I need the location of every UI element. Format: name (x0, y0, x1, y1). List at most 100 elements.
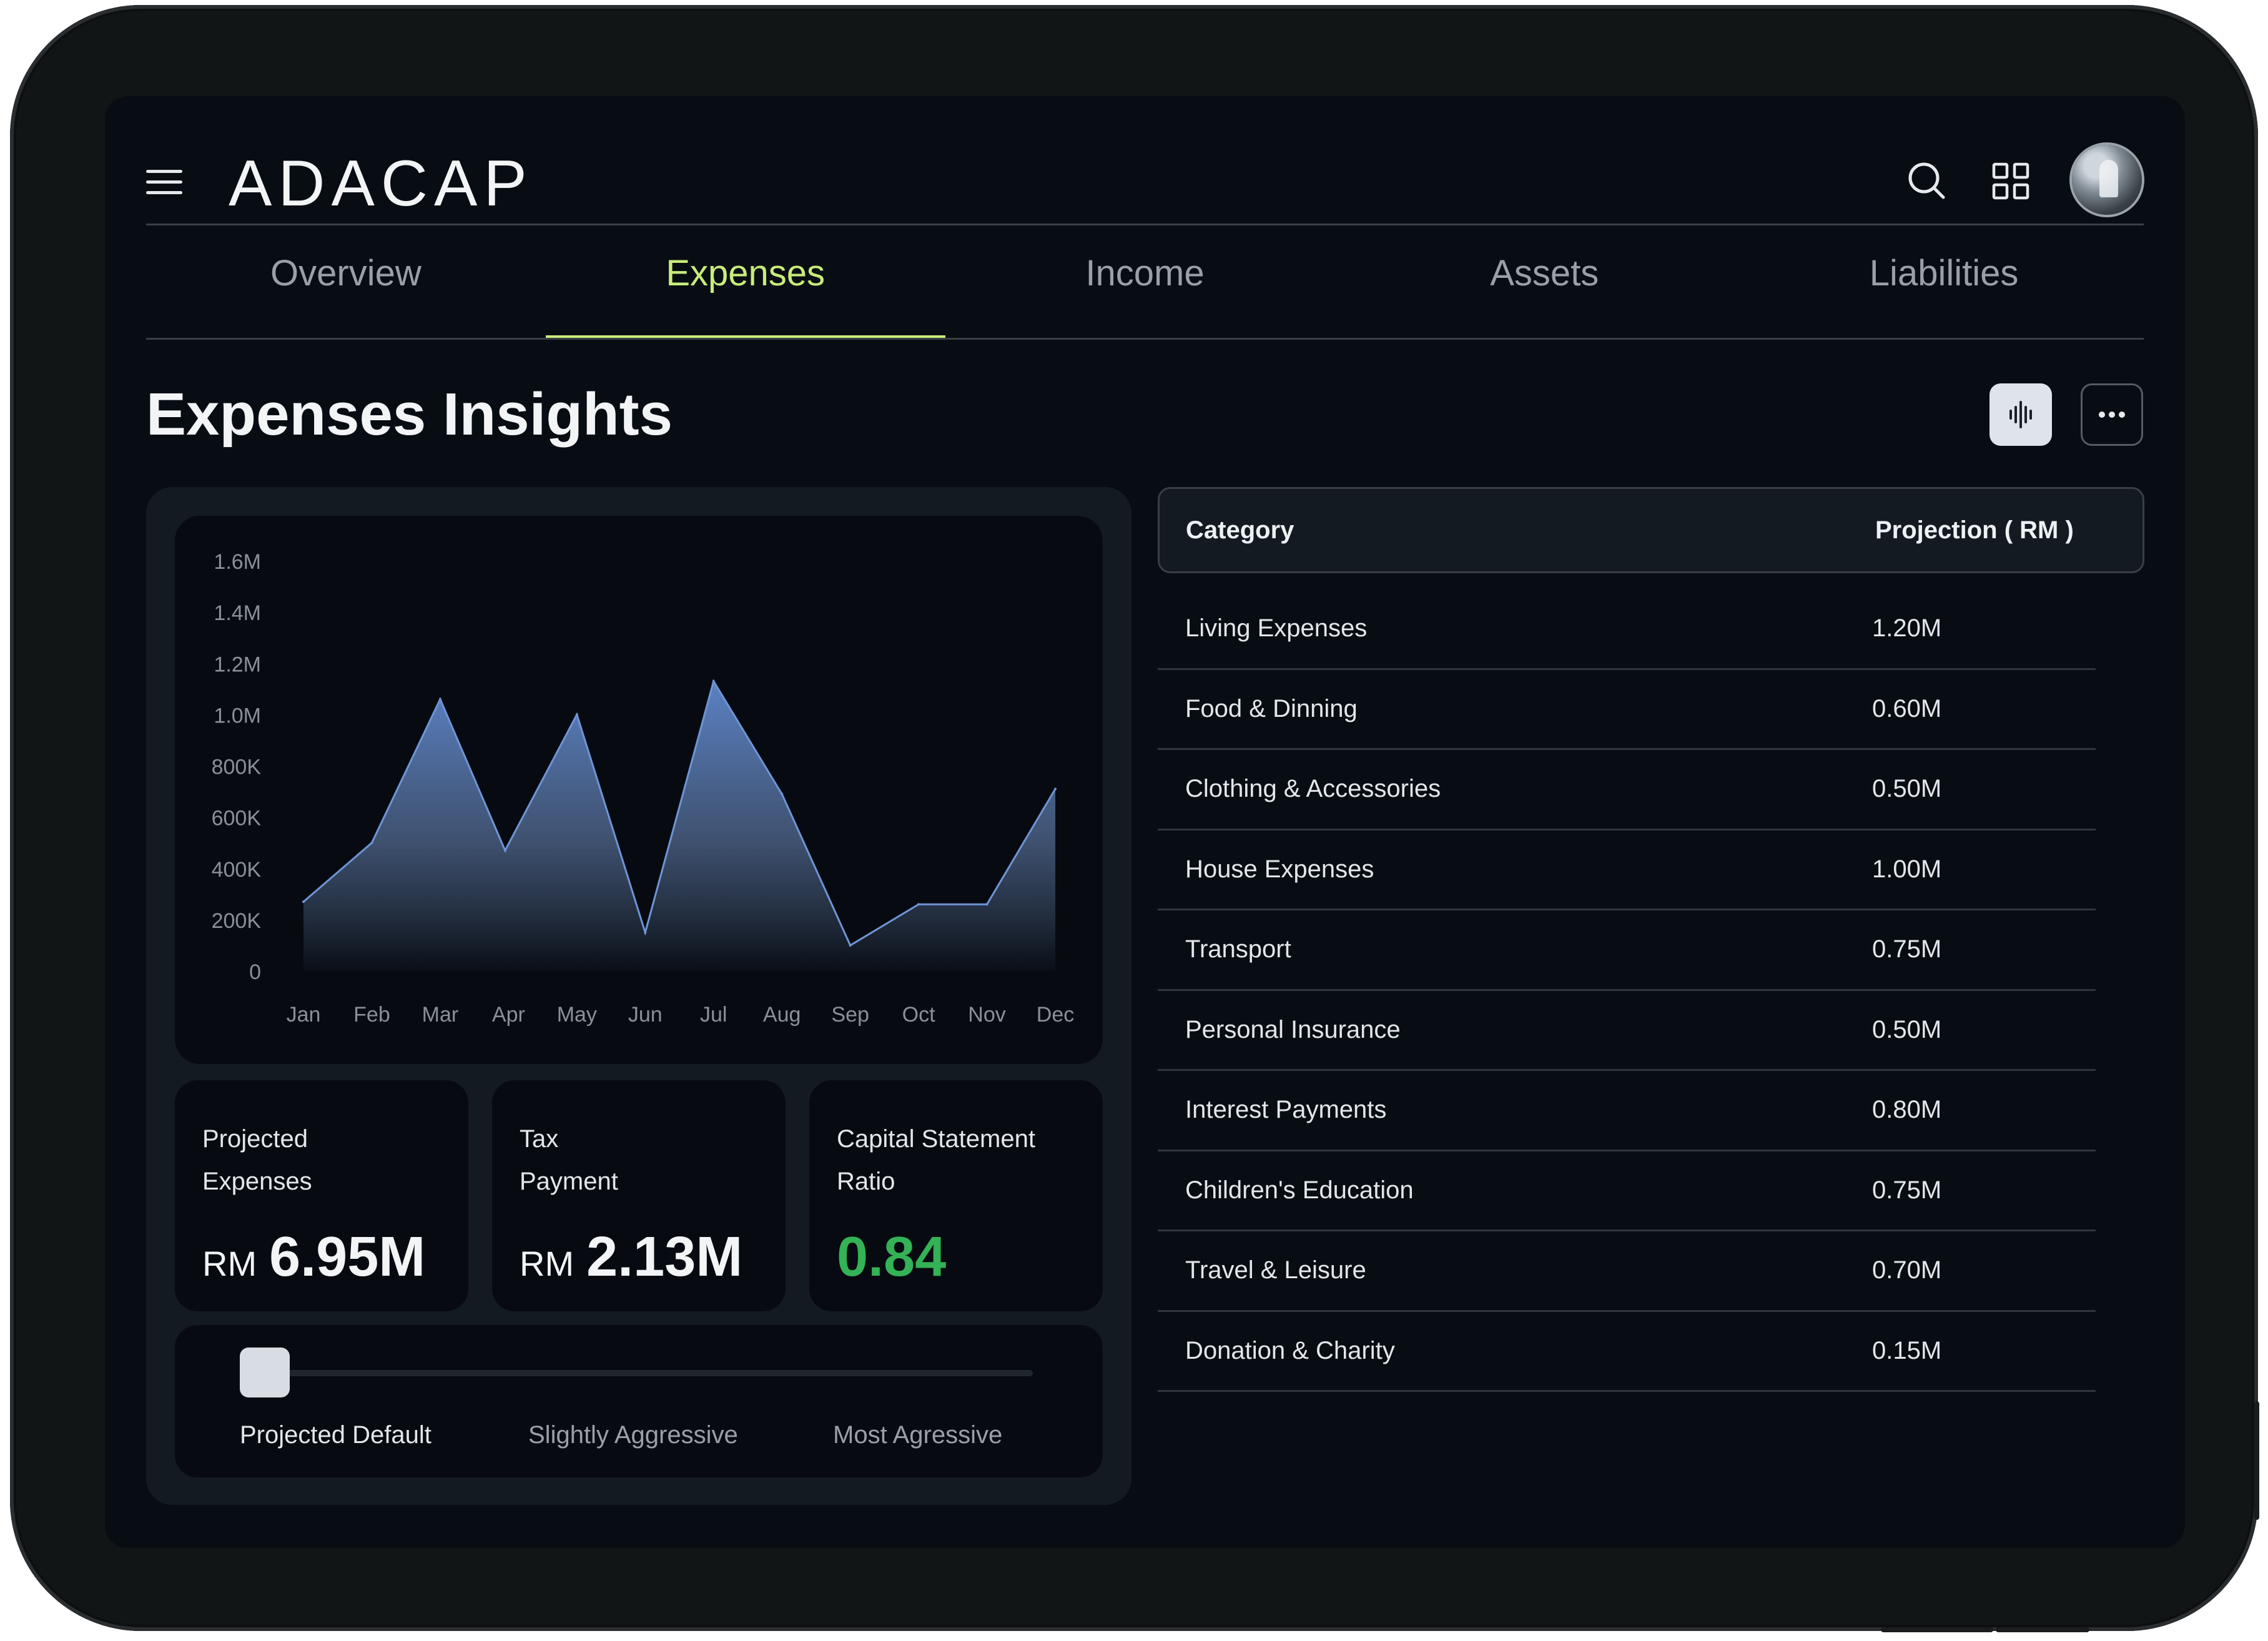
tabs-divider (146, 338, 2144, 340)
tax-payment-label: Tax Payment (520, 1125, 618, 1195)
scenario-slider-card: Projected Default Slightly Aggressive Mo… (175, 1325, 1103, 1477)
tab-income[interactable]: Income (1085, 253, 1205, 293)
table-row[interactable]: Transport 0.75M (1158, 910, 2096, 991)
table-row[interactable]: House Expenses 1.00M (1158, 830, 2096, 910)
category-table: Living Expenses 1.20M Food & Dinning 0.60M… (1158, 589, 2096, 1392)
x-tick-label: Jul (700, 1003, 727, 1027)
x-tick-label: Apr (492, 1003, 525, 1027)
row-projection: 0.50M (1872, 1015, 1942, 1043)
projected-expenses-card: Projected Expenses RM 6.95M (175, 1080, 468, 1311)
audio-wave-icon (2009, 401, 2032, 428)
audio-wave-button[interactable] (1989, 383, 2052, 446)
data-point (438, 697, 441, 701)
app-logo: ADACAP (229, 147, 533, 220)
row-category: Interest Payments (1185, 1096, 1387, 1123)
projected-expenses-amount: 6.95M (269, 1226, 426, 1288)
data-point (781, 792, 784, 796)
x-tick-label: Nov (968, 1003, 1005, 1027)
hamburger-menu-icon[interactable] (146, 169, 182, 196)
data-point (503, 849, 506, 852)
row-category: House Expenses (1185, 855, 1374, 883)
row-projection: 0.50M (1872, 775, 1942, 802)
expenses-chart: 0 200K 400K 600K 800K 1.0M 1.2M 1.4M 1.6M Jan Feb M… (175, 516, 1103, 1064)
side-button (2254, 1401, 2259, 1520)
table-row[interactable]: Personal Insurance 0.50M (1158, 991, 2096, 1071)
table-row[interactable]: Clothing & Accessories 0.50M (1158, 750, 2096, 830)
table-row[interactable]: Living Expenses 1.20M (1158, 589, 2096, 670)
table-row[interactable]: Children's Education 0.75M (1158, 1151, 2096, 1231)
scenario-slider-track[interactable] (240, 1370, 1033, 1376)
projected-expenses-label: Projected Expenses (202, 1125, 312, 1195)
data-point (1054, 787, 1057, 791)
row-category: Living Expenses (1185, 614, 1368, 642)
row-projection: 0.80M (1872, 1096, 1942, 1123)
header-category: Category (1186, 516, 1294, 544)
tab-bar: Overview Expenses Income Assets Liabilit… (146, 244, 2144, 338)
header-projection: Projection ( RM ) (1875, 516, 2074, 544)
table-row[interactable]: Travel & Leisure 0.70M (1158, 1231, 2096, 1312)
app-screen: ADACAP Overview Expenses Income Assets L… (105, 96, 2185, 1548)
row-projection: 0.70M (1872, 1256, 1942, 1284)
y-tick-label: 200K (212, 909, 262, 933)
capital-ratio-card: Capital Statement Ratio 0.84 (809, 1080, 1103, 1311)
page-title: Expenses Insights (146, 381, 673, 448)
y-tick-label: 400K (212, 858, 262, 882)
x-tick-label: Jun (628, 1003, 663, 1027)
row-projection: 0.75M (1872, 1176, 1942, 1204)
y-tick-label: 600K (212, 807, 262, 830)
row-category: Food & Dinning (1185, 694, 1358, 722)
more-dots-icon (2099, 411, 2125, 418)
table-header: Category Projection ( RM ) (1158, 487, 2144, 573)
currency-label: RM (520, 1244, 574, 1283)
data-point (370, 841, 373, 844)
row-projection: 1.00M (1872, 855, 1942, 883)
search-icon[interactable] (1903, 157, 1951, 205)
projected-expenses-value: RM 6.95M (202, 1223, 425, 1298)
tab-overview[interactable]: Overview (270, 253, 422, 293)
x-tick-label: May (557, 1003, 597, 1027)
area-fill (303, 681, 1055, 971)
y-tick-label: 1.2M (214, 653, 261, 676)
tab-liabilities[interactable]: Liabilities (1869, 253, 2019, 293)
data-point (302, 900, 305, 904)
tab-assets[interactable]: Assets (1490, 253, 1599, 293)
data-point (575, 713, 578, 716)
row-category: Travel & Leisure (1185, 1256, 1366, 1284)
more-options-button[interactable] (2081, 383, 2143, 446)
y-tick-label: 1.0M (214, 704, 261, 727)
capital-ratio-label: Capital Statement Ratio (837, 1125, 1035, 1195)
x-tick-label: Oct (902, 1003, 935, 1027)
y-tick-label: 0 (249, 960, 261, 984)
bottom-button-left (1881, 1627, 1993, 1632)
app-grid-icon[interactable] (1987, 157, 2034, 205)
table-row[interactable]: Donation & Charity 0.15M (1158, 1312, 2096, 1392)
currency-label: RM (202, 1244, 257, 1283)
y-tick-label: 800K (212, 756, 262, 779)
row-category: Donation & Charity (1185, 1336, 1395, 1364)
x-tick-label: Sep (831, 1003, 869, 1027)
data-point (917, 903, 920, 906)
tab-expenses[interactable]: Expenses (545, 244, 945, 338)
table-row[interactable]: Food & Dinning 0.60M (1158, 670, 2096, 750)
row-category: Transport (1185, 935, 1291, 963)
row-projection: 0.60M (1872, 694, 1942, 722)
x-tick-label: Aug (763, 1003, 801, 1027)
x-tick-label: Mar (422, 1003, 459, 1027)
option-projected-default[interactable]: Projected Default (240, 1421, 431, 1449)
area-chart-svg: 0 200K 400K 600K 800K 1.0M 1.2M 1.4M 1.6M Jan Feb M… (212, 550, 1075, 1027)
row-category: Personal Insurance (1185, 1015, 1401, 1043)
option-slightly-aggressive[interactable]: Slightly Aggressive (528, 1421, 738, 1449)
row-category: Children's Education (1185, 1176, 1414, 1204)
insights-panel: 0 200K 400K 600K 800K 1.0M 1.2M 1.4M 1.6M Jan Feb M… (146, 487, 1132, 1505)
option-most-aggressive[interactable]: Most Agressive (833, 1421, 1003, 1449)
y-tick-label: 1.4M (214, 601, 261, 625)
scenario-slider-thumb[interactable] (240, 1348, 290, 1397)
user-avatar[interactable] (2072, 145, 2142, 215)
data-point (849, 944, 852, 947)
x-tick-label: Feb (353, 1003, 390, 1027)
series-line (303, 679, 1057, 947)
data-point (712, 679, 715, 683)
data-point (985, 903, 989, 906)
tax-payment-value: RM 2.13M (520, 1223, 742, 1298)
table-row[interactable]: Interest Payments 0.80M (1158, 1071, 2096, 1151)
